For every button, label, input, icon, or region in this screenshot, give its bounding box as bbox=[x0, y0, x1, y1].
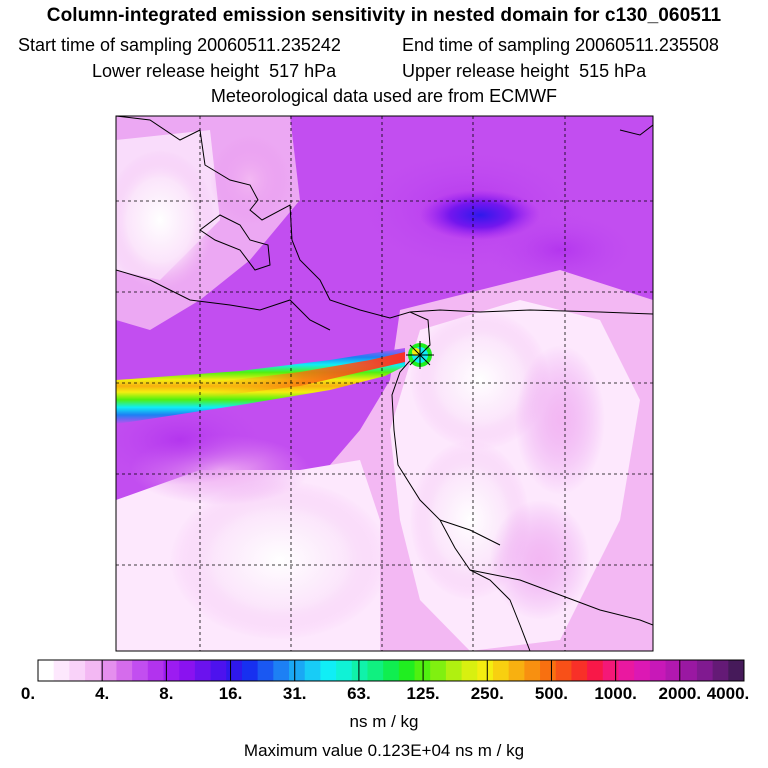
start-time-value: 20060511.235242 bbox=[197, 35, 341, 55]
colorbar-tick-label: 0. bbox=[20, 684, 36, 703]
colorbar-cell bbox=[492, 660, 510, 681]
colorbar-cell bbox=[602, 660, 619, 681]
colorbar-cell bbox=[351, 660, 368, 681]
colorbar-tick-label: 2000. bbox=[658, 684, 702, 703]
end-time-value: 20060511.235508 bbox=[575, 35, 719, 55]
colorbar-unit: ns m / kg bbox=[349, 712, 419, 731]
colorbar-cell bbox=[681, 660, 698, 681]
upper-release-value: 515 hPa bbox=[579, 61, 647, 81]
colorbar-cell bbox=[289, 660, 306, 681]
colorbar-tick-label: 63. bbox=[347, 684, 371, 703]
colorbar-cell bbox=[712, 660, 729, 681]
colorbar-cell bbox=[163, 660, 180, 681]
lower-release-label: Lower release height bbox=[92, 61, 260, 81]
colorbar-cell bbox=[132, 660, 149, 681]
start-time: Start time of sampling 20060511.235242 bbox=[18, 35, 341, 56]
colorbar-cell bbox=[69, 660, 86, 681]
colorbar-cell bbox=[696, 660, 714, 681]
end-time: End time of sampling 20060511.235508 bbox=[402, 35, 719, 56]
colorbar-cell bbox=[194, 660, 212, 681]
colorbar-cell bbox=[555, 660, 572, 681]
colorbar-tick-label: 250. bbox=[470, 684, 504, 703]
colorbar-cell bbox=[383, 660, 400, 681]
upper-release: Upper release height 515 hPa bbox=[402, 61, 646, 82]
colorbar-cell bbox=[336, 660, 353, 681]
colorbar-cell bbox=[257, 660, 274, 681]
colorbar-tick-label: 31. bbox=[282, 684, 307, 703]
map-frame bbox=[115, 115, 654, 652]
colorbar-cell bbox=[728, 660, 745, 681]
colorbar-tick-label: 500. bbox=[534, 684, 568, 703]
colorbar-cell bbox=[226, 660, 243, 681]
colorbar-cell bbox=[38, 660, 55, 681]
colorbar-tick-label: 125. bbox=[406, 684, 440, 703]
colorbar-tick-label: 4000. bbox=[706, 684, 750, 703]
colorbar-cell bbox=[320, 660, 337, 681]
colorbar-cell bbox=[179, 660, 196, 681]
colorbar-cell bbox=[273, 660, 290, 681]
lower-release: Lower release height 517 hPa bbox=[92, 61, 336, 82]
colorbar-tick-label: 8. bbox=[159, 684, 174, 703]
colorbar-tick-label: 4. bbox=[95, 684, 110, 703]
colorbar-cell bbox=[100, 660, 117, 681]
upper-release-label: Upper release height bbox=[402, 61, 570, 81]
colorbar-cell bbox=[477, 660, 494, 681]
release-point-marker bbox=[406, 341, 434, 369]
colorbar-cell bbox=[540, 660, 557, 681]
colorbar-cell bbox=[587, 660, 604, 681]
colorbar-cell bbox=[445, 660, 463, 681]
lower-release-value: 517 hPa bbox=[269, 61, 337, 81]
met-data-note: Meteorological data used are from ECMWF bbox=[210, 86, 558, 106]
colorbar-cell bbox=[367, 660, 384, 681]
colorbar-cell bbox=[304, 660, 321, 681]
colorbar-cell bbox=[618, 660, 635, 681]
colorbar-cell bbox=[508, 660, 525, 681]
colorbar-cell bbox=[210, 660, 227, 681]
colorbar-tick-label: 1000. bbox=[594, 684, 637, 703]
colorbar-cell bbox=[241, 660, 259, 681]
colorbar-cell bbox=[430, 660, 447, 681]
start-time-label: Start time of sampling bbox=[18, 35, 193, 55]
colorbar-cell bbox=[85, 660, 102, 681]
colorbar-cell bbox=[398, 660, 416, 681]
colorbar-cell bbox=[524, 660, 541, 681]
end-time-label: End time of sampling bbox=[402, 35, 571, 55]
colorbar-cell bbox=[665, 660, 682, 681]
colorbar-tick-label: 16. bbox=[218, 684, 243, 703]
colorbar-cell bbox=[571, 660, 588, 681]
plot-title: Column-integrated emission sensitivity i… bbox=[46, 5, 722, 26]
colorbar-cell bbox=[634, 660, 651, 681]
map-field bbox=[116, 116, 653, 651]
maximum-value: Maximum value 0.123E+04 ns m / kg bbox=[243, 741, 525, 760]
coastline bbox=[116, 116, 531, 651]
colorbar-cell bbox=[116, 660, 133, 681]
graticule bbox=[116, 116, 653, 651]
colorbar-cell bbox=[53, 660, 70, 681]
colorbar-cell bbox=[649, 660, 667, 681]
colorbar-cell bbox=[461, 660, 478, 681]
colorbar-cell bbox=[147, 660, 165, 681]
